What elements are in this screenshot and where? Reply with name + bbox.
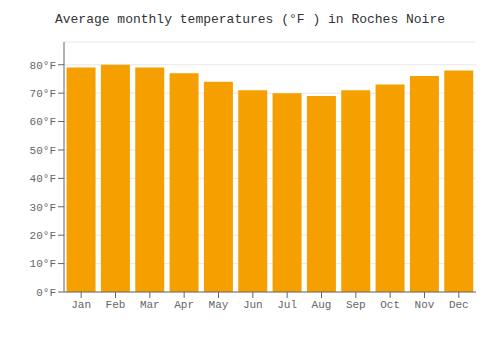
svg-text:Jun: Jun bbox=[243, 299, 263, 311]
svg-text:70°F: 70°F bbox=[30, 88, 56, 100]
svg-text:60°F: 60°F bbox=[30, 116, 56, 128]
svg-text:10°F: 10°F bbox=[30, 258, 56, 270]
svg-text:Mar: Mar bbox=[140, 299, 160, 311]
svg-text:Nov: Nov bbox=[415, 299, 435, 311]
html-text:Average monthly temperatures (: Average monthly temperatures (°F ) in Ro… bbox=[55, 12, 445, 27]
svg-text:50°F: 50°F bbox=[30, 145, 56, 157]
svg-text:80°F: 80°F bbox=[30, 60, 56, 72]
svg-text:Jan: Jan bbox=[71, 299, 91, 311]
svg-text:20°F: 20°F bbox=[30, 230, 56, 242]
svg-text:Jul: Jul bbox=[277, 299, 297, 311]
svg-text:30°F: 30°F bbox=[30, 202, 56, 214]
svg-text:Aug: Aug bbox=[312, 299, 332, 311]
svg-text:May: May bbox=[209, 299, 229, 311]
svg-text:0°F: 0°F bbox=[36, 287, 56, 299]
svg-text:Sep: Sep bbox=[346, 299, 366, 311]
svg-text:Feb: Feb bbox=[106, 299, 126, 311]
svg-text:Apr: Apr bbox=[174, 299, 194, 311]
svg-text:Dec: Dec bbox=[449, 299, 469, 311]
svg-text:40°F: 40°F bbox=[30, 173, 56, 185]
svg-text:Oct: Oct bbox=[380, 299, 400, 311]
